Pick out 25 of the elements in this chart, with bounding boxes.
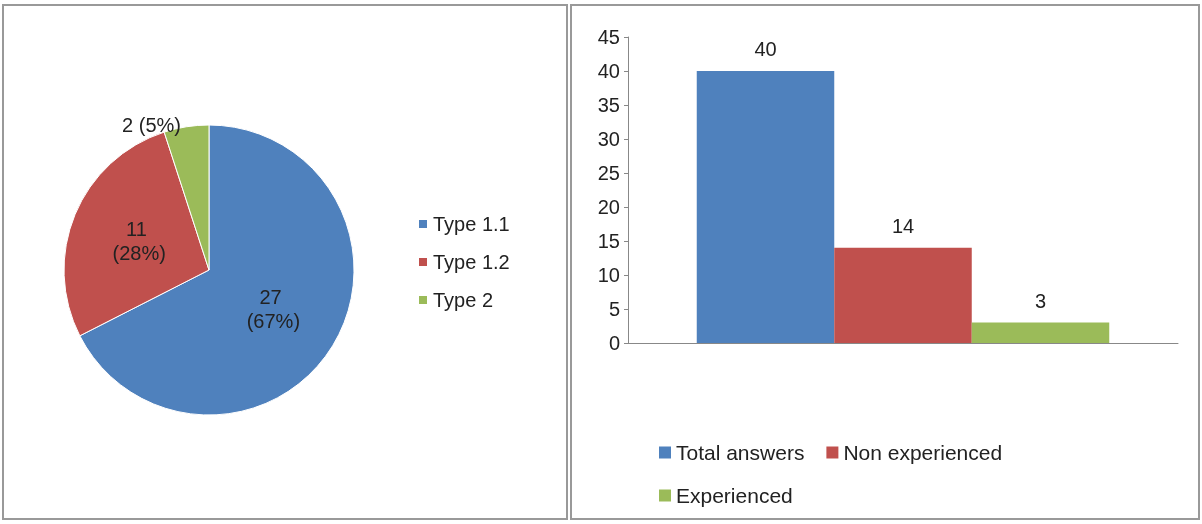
y-tick-label: 25 bbox=[597, 162, 620, 184]
y-tick-label: 10 bbox=[597, 264, 620, 286]
y-tick-label: 15 bbox=[597, 230, 620, 252]
legend-label: Type 2 bbox=[433, 289, 494, 311]
legend-label: Type 1.2 bbox=[433, 251, 510, 273]
bar bbox=[834, 247, 972, 343]
data-label: 2 (5%) bbox=[122, 113, 181, 136]
y-tick-label: 45 bbox=[597, 26, 620, 48]
data-label: 11 (28%) bbox=[112, 218, 166, 265]
y-tick-label: 35 bbox=[597, 94, 620, 116]
legend-label: Non experienced bbox=[843, 441, 1003, 464]
data-label: 3 bbox=[1034, 289, 1047, 312]
bar bbox=[971, 322, 1110, 343]
legend-label: Total answers bbox=[676, 441, 805, 464]
y-tick-label: 5 bbox=[608, 298, 620, 320]
legend-label: Experienced bbox=[676, 484, 793, 507]
data-label: 40 bbox=[754, 38, 777, 60]
y-tick-label: 30 bbox=[597, 128, 620, 150]
bar bbox=[696, 71, 835, 343]
data-label: 27 (67%) bbox=[246, 286, 301, 333]
y-tick-label: 0 bbox=[608, 332, 620, 354]
y-tick-label: 20 bbox=[597, 196, 620, 218]
legend-label: Type 1.1 bbox=[433, 213, 510, 235]
data-label: 14 bbox=[891, 214, 915, 237]
y-tick-label: 40 bbox=[597, 60, 620, 82]
